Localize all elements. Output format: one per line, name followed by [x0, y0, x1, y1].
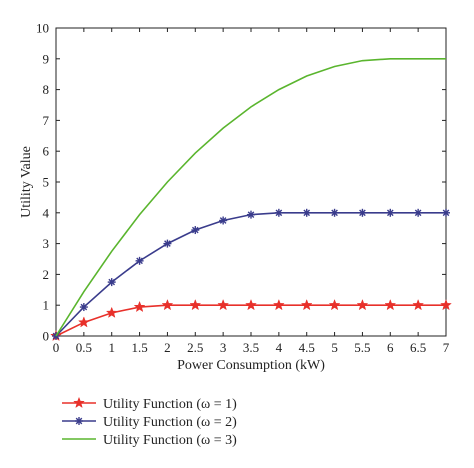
x-tick-label: 4.5	[299, 340, 315, 355]
series-1-point	[133, 300, 146, 313]
x-tick-label: 5	[331, 340, 338, 355]
series-1-point	[440, 298, 452, 311]
y-tick-label: 9	[43, 51, 50, 66]
series-2-point	[414, 208, 423, 217]
y-axis-label: Utility Value	[19, 146, 34, 218]
x-tick-label: 1.5	[131, 340, 147, 355]
x-tick-label: 0.5	[76, 340, 92, 355]
series-1-point	[272, 298, 285, 311]
series-3-line	[55, 57, 446, 337]
series-2-point	[330, 208, 339, 217]
series-1-point	[161, 298, 174, 311]
legend-label: Utility Function (ω = 2)	[103, 415, 237, 430]
series-2-point	[79, 303, 88, 312]
series-1-point	[300, 298, 313, 311]
series-1-point	[356, 298, 369, 311]
series-2-point	[358, 208, 367, 217]
series-2-point	[163, 239, 172, 248]
y-tick-label: 6	[43, 144, 50, 159]
x-tick-label: 1	[108, 340, 115, 355]
legend: Utility Function (ω = 1) Utility Function…	[62, 396, 237, 448]
series-1-point	[245, 298, 257, 311]
x-tick-label: 3.5	[243, 340, 259, 355]
series-2-point	[274, 208, 283, 217]
x-tick-label: 5.5	[354, 340, 370, 355]
x-tick-label: 0	[53, 340, 60, 355]
x-tick-label: 2	[164, 340, 171, 355]
y-tick-label: 10	[36, 21, 49, 36]
series-2-point	[442, 208, 450, 217]
series-2-point	[191, 226, 200, 235]
x-axis-ticks: 0 0.5 1 1.5 2 2.5 3 3.5 4 4.5 5 5.5 6 6.5 7	[53, 28, 450, 355]
x-tick-label: 3	[220, 340, 227, 355]
y-tick-label: 5	[43, 175, 50, 190]
series-2-point	[219, 216, 228, 225]
y-tick-label: 2	[43, 267, 50, 282]
y-tick-label: 8	[43, 82, 50, 97]
series-1-point	[189, 298, 202, 311]
series-3	[55, 57, 446, 337]
x-axis-label: Power Consumption (kW)	[177, 358, 325, 373]
x-tick-label: 4	[276, 340, 283, 355]
series-2-point	[386, 208, 395, 217]
legend-label: Utility Function (ω = 3)	[103, 433, 237, 448]
y-tick-label: 4	[43, 205, 50, 220]
legend-item-3: Utility Function (ω = 3)	[62, 433, 237, 448]
series-2	[52, 208, 450, 340]
series-2-point	[135, 256, 144, 265]
x-tick-label: 2.5	[187, 340, 203, 355]
legend-label: Utility Function (ω = 1)	[103, 397, 237, 412]
x-tick-label: 6	[387, 340, 394, 355]
x-tick-label: 7	[443, 340, 450, 355]
series-1-point	[217, 298, 230, 311]
y-tick-label: 0	[43, 329, 50, 344]
x-tick-label: 6.5	[410, 340, 426, 355]
series-2-point	[107, 278, 116, 287]
y-tick-label: 7	[43, 113, 50, 128]
y-tick-label: 3	[43, 236, 50, 251]
y-tick-label: 1	[43, 298, 50, 313]
series-1-point	[384, 298, 397, 311]
series-1-point	[77, 316, 90, 328]
legend-item-1: Utility Function (ω = 1)	[62, 396, 237, 412]
y-axis-ticks: 0 1 2 3 4 5 6 7 8 9 10	[36, 21, 446, 344]
series-2-point	[302, 208, 311, 217]
legend-item-2: Utility Function (ω = 2)	[62, 415, 237, 430]
series-layer	[50, 57, 452, 342]
series-1-point	[328, 298, 341, 311]
series-1-point	[412, 298, 425, 311]
series-1-point	[105, 306, 118, 318]
legend-marker	[73, 396, 85, 409]
legend-marker	[75, 417, 83, 425]
series-2-point	[247, 210, 255, 219]
